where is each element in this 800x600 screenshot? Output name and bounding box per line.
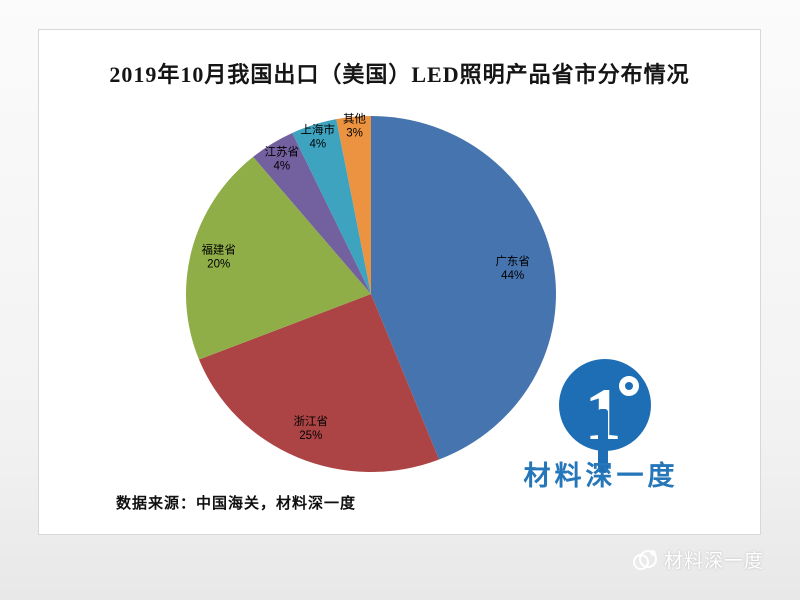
pie-label-percent: 25% xyxy=(299,430,322,442)
pie-slice-浙江省 xyxy=(198,294,440,472)
pie-label-name: 浙江省 xyxy=(294,415,329,428)
pie-label-percent: 44% xyxy=(501,270,524,282)
watermark-logo-icon xyxy=(633,549,657,570)
watermark-text: 材料深一度 xyxy=(664,551,765,572)
pie-label-其他: 其他 3% xyxy=(343,113,366,140)
pie-label-name: 其他 xyxy=(343,113,366,126)
pie-slice-其他 xyxy=(336,116,371,294)
pie-label-percent: 3% xyxy=(346,128,363,140)
pie-label-name: 江苏省 xyxy=(265,146,300,159)
chart-title: 2019年10月我国出口（美国）LED照明产品省市分布情况 xyxy=(109,62,690,87)
pie-label-name: 广东省 xyxy=(495,255,530,268)
logo-degree-icon xyxy=(619,376,639,396)
brand-logo-icon: 1 xyxy=(559,359,651,473)
watermark: 材料深一度 xyxy=(632,546,764,573)
pie-label-江苏省: 江苏省 4% xyxy=(265,146,300,173)
brand-logo-text: 材料深一度 xyxy=(523,461,679,491)
pie-label-福建省: 福建省 20% xyxy=(201,242,236,270)
pie-slice-广东省 xyxy=(371,116,556,460)
source-note: 数据来源：中国海关，材料深一度 xyxy=(116,495,357,512)
pie-slice-上海市 xyxy=(292,119,371,295)
pie-label-percent: 4% xyxy=(273,161,290,173)
chart-card: 2019年10月我国出口（美国）LED照明产品省市分布情况 广东省 44% 浙江省 2… xyxy=(38,29,761,535)
pie-label-浙江省: 浙江省 25% xyxy=(294,415,329,442)
pie-label-percent: 20% xyxy=(207,258,230,270)
pie-label-上海市: 上海市 4% xyxy=(301,123,336,151)
pie-label-percent: 4% xyxy=(309,139,326,151)
pie-label-广东省: 广东省 44% xyxy=(495,255,530,282)
pie-slice-福建省 xyxy=(185,156,371,360)
pie-slice-江苏省 xyxy=(253,132,371,294)
pie-label-name: 福建省 xyxy=(201,242,236,256)
pie-label-name: 上海市 xyxy=(301,123,336,137)
pie-chart: 广东省 44% 浙江省 25% 福建省 20% 江苏省 4% 上海市 4% 其他 3% xyxy=(185,113,556,472)
